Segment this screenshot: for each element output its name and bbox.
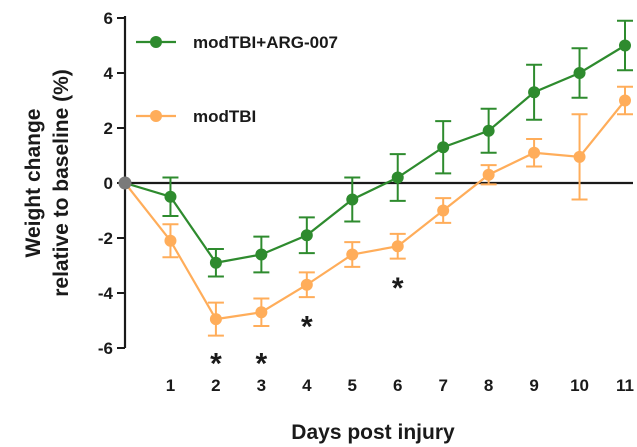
data-point xyxy=(300,278,313,291)
data-point xyxy=(619,94,631,107)
x-tick-label: 9 xyxy=(529,376,538,395)
series-line xyxy=(124,99,626,321)
y-tick-label: -4 xyxy=(98,284,114,303)
x-tick-label: 6 xyxy=(393,376,402,395)
x-tick-label: 2 xyxy=(211,376,220,395)
legend-label: modTBI xyxy=(193,107,256,126)
data-point xyxy=(482,168,495,181)
y-axis-title: Weight change relative to baseline (%) xyxy=(22,69,73,297)
data-point xyxy=(346,248,359,261)
legend: modTBI+ARG-007 modTBI xyxy=(136,33,338,126)
annotations: * * * * xyxy=(210,272,404,381)
x-tick-label: 10 xyxy=(570,376,589,395)
series-layer xyxy=(118,19,633,337)
y-axis-title-line-1: Weight change xyxy=(22,109,45,258)
legend-item-modtbi-arg-007: modTBI+ARG-007 xyxy=(136,33,338,52)
data-point xyxy=(528,86,541,99)
y-tick-label: -2 xyxy=(98,229,113,248)
data-point xyxy=(164,234,177,247)
data-point xyxy=(573,67,586,79)
data-point xyxy=(300,229,313,242)
y-tick-label: 0 xyxy=(104,174,113,193)
data-point xyxy=(437,141,450,154)
series-line xyxy=(124,44,626,264)
series-modtbi-arg-007 xyxy=(119,19,633,278)
legend-marker xyxy=(150,36,162,48)
data-point xyxy=(619,39,631,52)
legend-marker xyxy=(150,110,162,122)
x-tick-label: 7 xyxy=(438,376,447,395)
x-tick-label: 1 xyxy=(166,376,175,395)
x-axis-title: Days post injury xyxy=(291,421,455,444)
significance-asterisk: * xyxy=(210,348,222,381)
significance-asterisk: * xyxy=(301,310,313,343)
data-point xyxy=(164,190,177,203)
data-point xyxy=(482,124,495,137)
data-point xyxy=(209,256,222,269)
x-tick-label: 5 xyxy=(348,376,357,395)
y-tick-label: 2 xyxy=(104,119,113,138)
axes: -6 -4 -2 0 2 4 6 1 2 3 4 5 6 7 8 9 10 11 xyxy=(98,9,634,395)
data-point xyxy=(209,313,222,326)
x-tick-label: 4 xyxy=(302,376,312,395)
x-tick-label: 8 xyxy=(484,376,493,395)
data-point xyxy=(391,240,404,253)
y-tick-label: 4 xyxy=(104,64,114,83)
origin-point xyxy=(118,176,132,190)
data-point xyxy=(528,146,541,159)
y-tick-label: -6 xyxy=(98,339,113,358)
significance-asterisk: * xyxy=(392,272,404,305)
x-tick-label: 11 xyxy=(616,376,634,395)
data-point xyxy=(255,306,268,319)
data-point xyxy=(391,171,404,184)
data-point xyxy=(255,248,268,261)
x-tick-label: 3 xyxy=(257,376,266,395)
legend-label: modTBI+ARG-007 xyxy=(193,33,338,52)
data-point xyxy=(346,193,359,206)
data-point xyxy=(573,150,586,163)
y-tick-label: 6 xyxy=(104,9,113,28)
series-modtbi xyxy=(119,85,633,337)
significance-asterisk: * xyxy=(256,348,268,381)
y-axis-title-line-2: relative to baseline (%) xyxy=(50,69,73,297)
legend-item-modtbi: modTBI xyxy=(136,107,256,126)
data-point xyxy=(437,204,450,217)
